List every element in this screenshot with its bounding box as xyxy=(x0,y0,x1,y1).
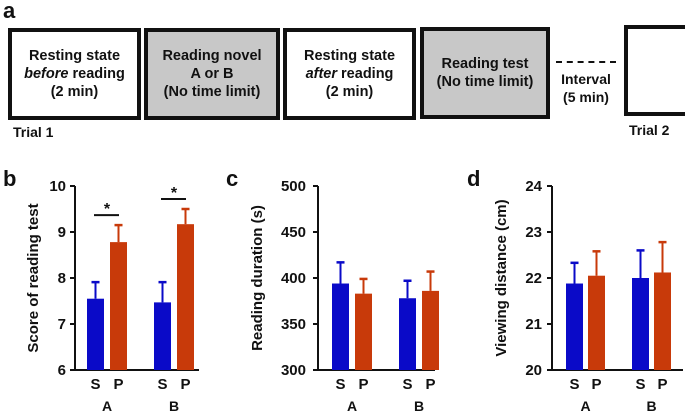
y-axis-label: Score of reading test xyxy=(25,203,42,352)
box-line: Reading test xyxy=(441,56,529,72)
bar-S-A xyxy=(87,298,104,370)
bar-label: S xyxy=(157,376,167,393)
bar-S-B xyxy=(154,302,171,370)
group-label: A xyxy=(102,398,112,413)
bar-S-B xyxy=(632,278,649,370)
timeline-box-reading-novel: Reading novel A or B (No time limit) xyxy=(144,28,280,120)
bar-P-B xyxy=(654,272,671,370)
box-line-italic: after reading xyxy=(305,66,394,82)
bar-P-A xyxy=(110,242,127,370)
box-line-italic: before reading xyxy=(24,66,125,82)
y-tick-label: 20 xyxy=(525,362,542,379)
bar-label: P xyxy=(657,376,667,393)
bar-S-B xyxy=(399,298,416,370)
y-tick-label: 300 xyxy=(281,362,306,379)
group-label: B xyxy=(169,398,179,413)
interval-dashed-line xyxy=(556,61,616,63)
y-tick-label: 8 xyxy=(58,270,66,287)
trial2-label: Trial 2 xyxy=(629,122,670,138)
significance-star-A: * xyxy=(104,201,111,218)
interval-line2: (5 min) xyxy=(563,89,609,105)
panel-a-letter: a xyxy=(3,0,16,23)
bar-label: P xyxy=(591,376,601,393)
panel-d-letter: d xyxy=(467,166,481,191)
y-tick-label: 400 xyxy=(281,270,306,287)
interval-line1: Interval xyxy=(561,71,611,87)
y-tick-label: 450 xyxy=(281,224,306,241)
group-label: B xyxy=(414,398,424,413)
bar-label: P xyxy=(113,376,123,393)
box-line: Resting state xyxy=(303,48,396,64)
group-label: B xyxy=(646,398,656,413)
y-tick-label: 24 xyxy=(525,178,542,195)
box-line: (2 min) xyxy=(325,84,374,100)
box-line: Resting state xyxy=(28,48,121,64)
y-tick-label: 7 xyxy=(58,316,66,333)
bar-P-B xyxy=(422,290,439,370)
significance-star-B: * xyxy=(171,185,178,202)
bar-label: S xyxy=(90,376,100,393)
interval-label: Interval (5 min) xyxy=(552,70,620,106)
y-tick-label: 21 xyxy=(525,316,542,333)
bar-P-B xyxy=(177,224,194,370)
y-tick-label: 9 xyxy=(58,224,66,241)
bar-label: P xyxy=(180,376,190,393)
group-label: A xyxy=(347,398,357,413)
y-axis-label: Reading duration (s) xyxy=(249,205,266,351)
box-line: Reading novel xyxy=(162,48,262,64)
trial1-label: Trial 1 xyxy=(13,124,54,140)
bar-label: S xyxy=(402,376,412,393)
timeline-box-resting-after: Resting state after reading (2 min) xyxy=(283,28,416,120)
panel-b-letter: b xyxy=(3,166,17,191)
y-axis-label: Viewing distance (cm) xyxy=(493,199,510,356)
y-tick-label: 10 xyxy=(49,178,66,195)
bar-P-A xyxy=(355,293,372,370)
box-line: (No time limit) xyxy=(163,84,261,100)
bar-S-A xyxy=(566,283,583,370)
bar-S-A xyxy=(332,283,349,370)
bar-label: S xyxy=(335,376,345,393)
y-tick-label: 22 xyxy=(525,270,542,287)
y-tick-label: 6 xyxy=(58,362,66,379)
y-tick-label: 350 xyxy=(281,316,306,333)
timeline-box-trial2 xyxy=(624,25,685,116)
bar-label: P xyxy=(425,376,435,393)
timeline-box-resting-before: Resting state before reading (2 min) xyxy=(8,28,141,120)
y-tick-label: 23 xyxy=(525,224,542,241)
y-tick-label: 500 xyxy=(281,178,306,195)
box-line: (2 min) xyxy=(50,84,99,100)
bar-label: S xyxy=(569,376,579,393)
group-label: A xyxy=(580,398,590,413)
bar-label: P xyxy=(358,376,368,393)
panel-c-letter: c xyxy=(226,166,239,191)
box-line: A or B xyxy=(190,66,234,82)
timeline-box-reading-test: Reading test (No time limit) xyxy=(420,27,550,119)
bar-P-A xyxy=(588,275,605,370)
bar-label: S xyxy=(635,376,645,393)
box-line: (No time limit) xyxy=(436,74,534,90)
